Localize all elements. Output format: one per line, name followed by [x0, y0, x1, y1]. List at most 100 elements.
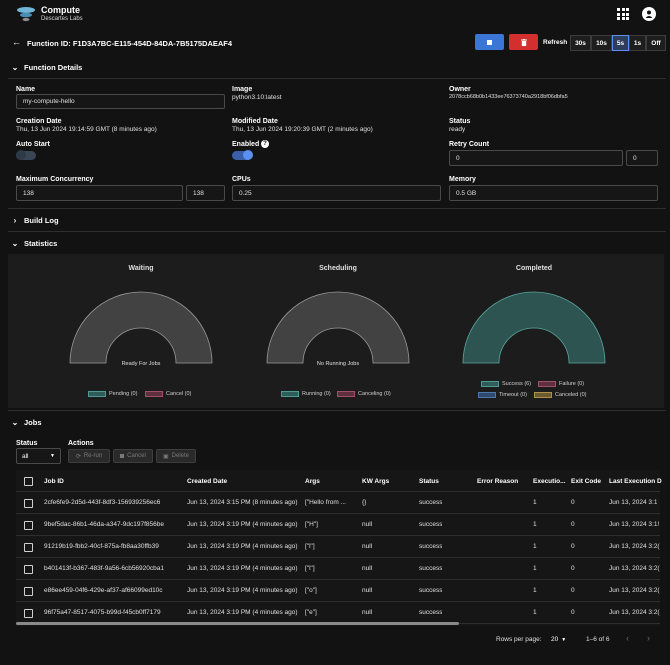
table-cell: 1: [533, 499, 537, 506]
retry-count-field-2[interactable]: 0: [626, 150, 658, 166]
table-cell: 0: [571, 521, 575, 528]
jobs-header[interactable]: ⌄ Jobs: [0, 411, 670, 433]
column-header[interactable]: Exit Code: [571, 478, 601, 485]
table-row[interactable]: [16, 514, 660, 536]
table-cell: ["H"]: [305, 521, 318, 528]
column-header[interactable]: KW Args: [362, 478, 390, 485]
build-log-title: Build Log: [24, 215, 59, 225]
max-concurrency-field[interactable]: 138: [16, 185, 183, 201]
interval-button-10s[interactable]: 10s: [591, 35, 612, 51]
app-subtitle: Descartes Labs: [41, 16, 83, 22]
table-cell: Jun 13, 2024 3:19 PM (4 minutes ago): [187, 565, 298, 572]
column-header[interactable]: Args: [305, 478, 320, 485]
app-bar: Compute Descartes Labs: [0, 0, 670, 30]
image-value: python3.10:latest: [232, 94, 282, 101]
row-checkbox[interactable]: [24, 609, 33, 618]
column-header[interactable]: Status: [419, 478, 439, 485]
completed-legend-failure: Failure (0): [538, 381, 584, 387]
max-concurrency-label: Maximum Concurrency: [16, 176, 94, 183]
table-cell: null: [362, 543, 373, 550]
name-field[interactable]: my-compute-hello: [16, 94, 225, 109]
pending-legend-label: Pending (0): [109, 391, 138, 397]
status-filter-select[interactable]: all ▼: [16, 448, 61, 464]
table-cell: 0: [571, 587, 575, 594]
running-legend-label: Running (0): [302, 391, 331, 397]
divider: [8, 208, 666, 209]
table-cell: 1: [533, 521, 537, 528]
column-header[interactable]: Executio...: [533, 478, 566, 485]
retry-count-label: Retry Count: [449, 141, 490, 148]
back-arrow-icon[interactable]: ←: [12, 37, 21, 47]
user-icon: [645, 10, 653, 18]
stop-button[interactable]: [475, 34, 504, 50]
user-avatar[interactable]: [642, 7, 656, 21]
table-cell: Jun 13, 2024 3:19 PM (4 minutes ago): [187, 609, 298, 616]
cancel-jobs-label: Cancel: [127, 453, 146, 459]
divider: [8, 231, 666, 232]
row-checkbox[interactable]: [24, 521, 33, 530]
delete-function-button[interactable]: [509, 34, 538, 50]
row-checkbox[interactable]: [24, 565, 33, 574]
previous-page-icon[interactable]: ‹: [626, 633, 629, 643]
rows-per-page-label: Rows per page:: [496, 636, 542, 643]
cancel-jobs-button[interactable]: Cancel: [113, 449, 153, 463]
pending-swatch: [88, 391, 106, 397]
dropdown-arrow-icon: ▼: [561, 636, 567, 643]
build-log-header[interactable]: › Build Log: [0, 209, 670, 231]
status-filter-value: all: [22, 452, 29, 460]
scheduling-legend-running: Running (0): [281, 391, 331, 397]
apps-grid-icon[interactable]: [617, 8, 629, 20]
table-row[interactable]: [16, 536, 660, 558]
help-icon[interactable]: ?: [261, 140, 269, 148]
interval-button-30s[interactable]: 30s: [570, 35, 591, 51]
next-page-icon[interactable]: ›: [647, 633, 650, 643]
chevron-down-icon: ⌄: [11, 417, 19, 427]
interval-button-Off[interactable]: Off: [646, 35, 666, 51]
waiting-gauge: [69, 291, 213, 364]
completed-legend-success: Success (6): [481, 381, 531, 387]
select-all-checkbox[interactable]: [24, 477, 33, 486]
status-label: Status: [449, 118, 471, 125]
memory-field[interactable]: 0.5 GB: [449, 185, 658, 201]
row-checkbox[interactable]: [24, 543, 33, 552]
column-header[interactable]: Last Execution D: [609, 478, 662, 485]
completed-legend-timeout: Timeout (0): [478, 392, 527, 398]
table-cell: {}: [362, 499, 367, 506]
rows-per-page-select[interactable]: 20 ▼: [551, 634, 573, 645]
function-details-header[interactable]: ⌄ Function Details: [0, 56, 670, 78]
success-legend-label: Success (6): [502, 381, 532, 387]
enabled-toggle[interactable]: [232, 150, 254, 161]
refresh-label: Refresh: [543, 39, 568, 46]
table-cell: Jun 13, 2024 3:2(: [609, 609, 660, 616]
table-cell: 9bef5dac-86b1-46da-a347-9dc197f856be: [44, 521, 164, 528]
canceling-legend-label: Canceling (0): [358, 391, 391, 397]
trash-icon: ▣: [162, 453, 169, 460]
table-cell: null: [362, 521, 373, 528]
interval-button-1s[interactable]: 1s: [629, 35, 646, 51]
stop-icon: [120, 454, 125, 458]
horizontal-scrollbar[interactable]: [16, 622, 459, 625]
statistics-header[interactable]: ⌄ Statistics: [0, 232, 670, 254]
cancel-legend-label: Cancel (0): [166, 391, 192, 397]
delete-jobs-button[interactable]: ▣ Delete: [156, 449, 196, 463]
cpus-field[interactable]: 0.25: [232, 185, 441, 201]
trash-icon: [520, 38, 527, 46]
column-header[interactable]: Job ID: [44, 478, 64, 485]
column-header[interactable]: Created Date: [187, 478, 228, 485]
table-row[interactable]: [16, 558, 660, 580]
rerun-button[interactable]: ⟳ Re-run: [68, 449, 110, 463]
auto-start-toggle[interactable]: [16, 150, 38, 161]
interval-button-5s[interactable]: 5s: [612, 35, 629, 51]
table-cell: 2cfe6fe9-2d5d-443f-8df3-156939256ec6: [44, 499, 161, 506]
row-checkbox[interactable]: [24, 499, 33, 508]
max-concurrency-field-2[interactable]: 138: [186, 185, 225, 201]
table-cell: 1: [533, 609, 537, 616]
table-row[interactable]: [16, 492, 660, 514]
table-cell: Jun 13, 2024 3:2(: [609, 587, 660, 594]
retry-count-field[interactable]: 0: [449, 150, 623, 166]
table-cell: success: [419, 521, 443, 528]
table-row[interactable]: [16, 580, 660, 602]
owner-label: Owner: [449, 86, 471, 93]
column-header[interactable]: Error Reason: [477, 478, 519, 485]
row-checkbox[interactable]: [24, 587, 33, 596]
